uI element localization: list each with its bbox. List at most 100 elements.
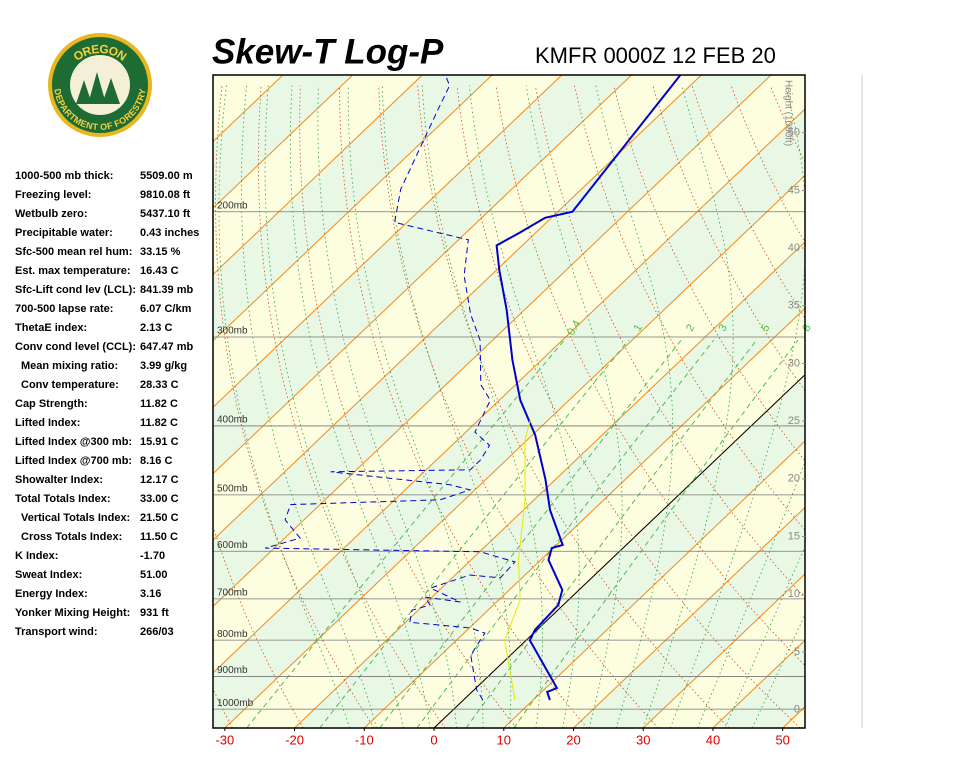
mixing-ratio-line — [379, 339, 682, 728]
height-tick-label: 50 — [788, 127, 800, 139]
height-tick-label: 30 — [788, 357, 800, 369]
moist-adiabat — [241, 85, 377, 728]
y-tick-label: 300mb — [217, 326, 248, 337]
isotherm — [213, 75, 493, 342]
isotherm — [363, 307, 805, 728]
dry-adiabat — [888, 86, 960, 728]
moist-adiabat — [347, 85, 484, 728]
mixing-ratio-label: 3 — [716, 322, 729, 333]
stat-label: Freezing level: — [15, 189, 91, 201]
stat-value: 5437.10 ft — [140, 208, 190, 220]
stat-value: 8.16 C — [140, 455, 172, 467]
temperature-band — [922, 75, 960, 728]
y-tick-label: 800mb — [217, 629, 248, 640]
stat-value: 15.91 C — [140, 436, 179, 448]
dry-adiabat — [534, 85, 805, 599]
dry-adiabat — [495, 85, 805, 667]
stat-value: 931 ft — [140, 607, 169, 619]
stat-label: Precipitable water: — [15, 227, 113, 239]
stat-value: 11.82 C — [140, 398, 178, 410]
isotherm — [213, 75, 423, 276]
isotherm — [503, 440, 805, 728]
stat-label: Sweat Index: — [15, 569, 82, 581]
stat-value: 841.39 mb — [140, 284, 193, 296]
mixing-ratio-label: 1 — [632, 322, 645, 333]
stat-label: 1000-500 mb thick: — [15, 170, 113, 182]
isotherm — [213, 75, 563, 408]
stat-value: 51.00 — [140, 569, 168, 581]
mixing-ratio-line — [246, 339, 565, 728]
stat-value: 0.43 inches — [140, 227, 199, 239]
isotherm — [213, 75, 702, 541]
temperature-band — [852, 75, 960, 728]
temperature-band — [0, 75, 4, 728]
profile-line — [495, 75, 682, 701]
mixing-ratio-line — [319, 339, 629, 728]
stat-value: 11.82 C — [140, 417, 178, 429]
logo-top: OREGON — [71, 42, 129, 64]
stat-label: Total Totals Index: — [15, 493, 111, 505]
plot-frame — [212, 74, 806, 729]
y-tick-label: 700mb — [217, 588, 248, 599]
stat-value: 3.16 — [140, 588, 161, 600]
isotherm — [213, 108, 805, 674]
dry-adiabat — [378, 85, 659, 728]
isotherm — [294, 241, 805, 728]
stat-label: Energy Index: — [15, 588, 88, 600]
dry-adiabat — [417, 85, 730, 728]
stat-label: Lifted Index: — [15, 417, 80, 429]
dry-adiabat — [613, 85, 805, 462]
y-tick-label: 400mb — [217, 415, 248, 426]
moist-adiabat — [595, 85, 674, 728]
chart-title: Skew-T Log-P — [212, 32, 444, 71]
mixing-ratio-line — [513, 339, 799, 728]
profile-line — [504, 419, 531, 701]
height-tick-label: 15 — [788, 530, 800, 542]
isotherm — [213, 75, 354, 209]
x-tick-label: 30 — [636, 732, 650, 747]
stat-value: 9810.08 ft — [140, 189, 190, 201]
height-tick-label: 45 — [788, 184, 800, 196]
stat-label: Lifted Index @700 mb: — [15, 455, 132, 467]
moist-adiabat — [525, 85, 623, 728]
temperature-band — [213, 75, 805, 673]
isotherm — [0, 75, 4, 728]
x-tick-label: -30 — [215, 732, 234, 747]
height-tick-label: 25 — [788, 415, 800, 427]
plot-background — [0, 75, 960, 728]
dry-adiabat — [215, 85, 375, 728]
stat-value: 647.47 mb — [140, 341, 193, 353]
x-tick-label: -20 — [285, 732, 304, 747]
mixing-ratio-line — [465, 339, 757, 728]
plot-area — [213, 75, 805, 710]
logo-text-top: OREGON — [71, 42, 129, 64]
height-tick-label: 10 — [788, 588, 800, 600]
y-tick-label: 500mb — [217, 484, 248, 495]
height-tick-label: 5 — [794, 646, 800, 658]
mixing-ratio-label: 5 — [759, 322, 772, 333]
stat-label: Transport wind: — [15, 626, 98, 638]
stat-value: 33.00 C — [140, 493, 179, 505]
stat-value: 12.17 C — [140, 474, 179, 486]
zero-isotherm — [433, 374, 805, 728]
isotherm — [782, 706, 805, 728]
isotherm — [224, 174, 805, 728]
stat-label: Mean mixing ratio: — [21, 360, 118, 372]
moist-adiabat — [724, 545, 805, 728]
stat-label: Vertical Totals Index: — [21, 512, 130, 524]
stat-label: Sfc-500 mean rel hum: — [15, 246, 132, 258]
stat-value: 2.13 C — [140, 322, 172, 334]
stat-value: 33.15 % — [140, 246, 181, 258]
stat-value: 21.50 C — [140, 512, 179, 524]
y-tick-label: 200mb — [217, 200, 248, 211]
stat-value: -1.70 — [140, 550, 165, 562]
x-tick-label: -10 — [355, 732, 374, 747]
stat-label: Lifted Index @300 mb: — [15, 436, 132, 448]
height-tick-label: 35 — [788, 300, 800, 312]
stat-value: 3.99 g/kg — [140, 360, 187, 372]
mixing-ratio-label: 8 — [800, 322, 813, 333]
logo: OREGON DEPARTMENT OF FORESTRY — [48, 33, 152, 137]
moist-adiabat — [264, 85, 404, 728]
